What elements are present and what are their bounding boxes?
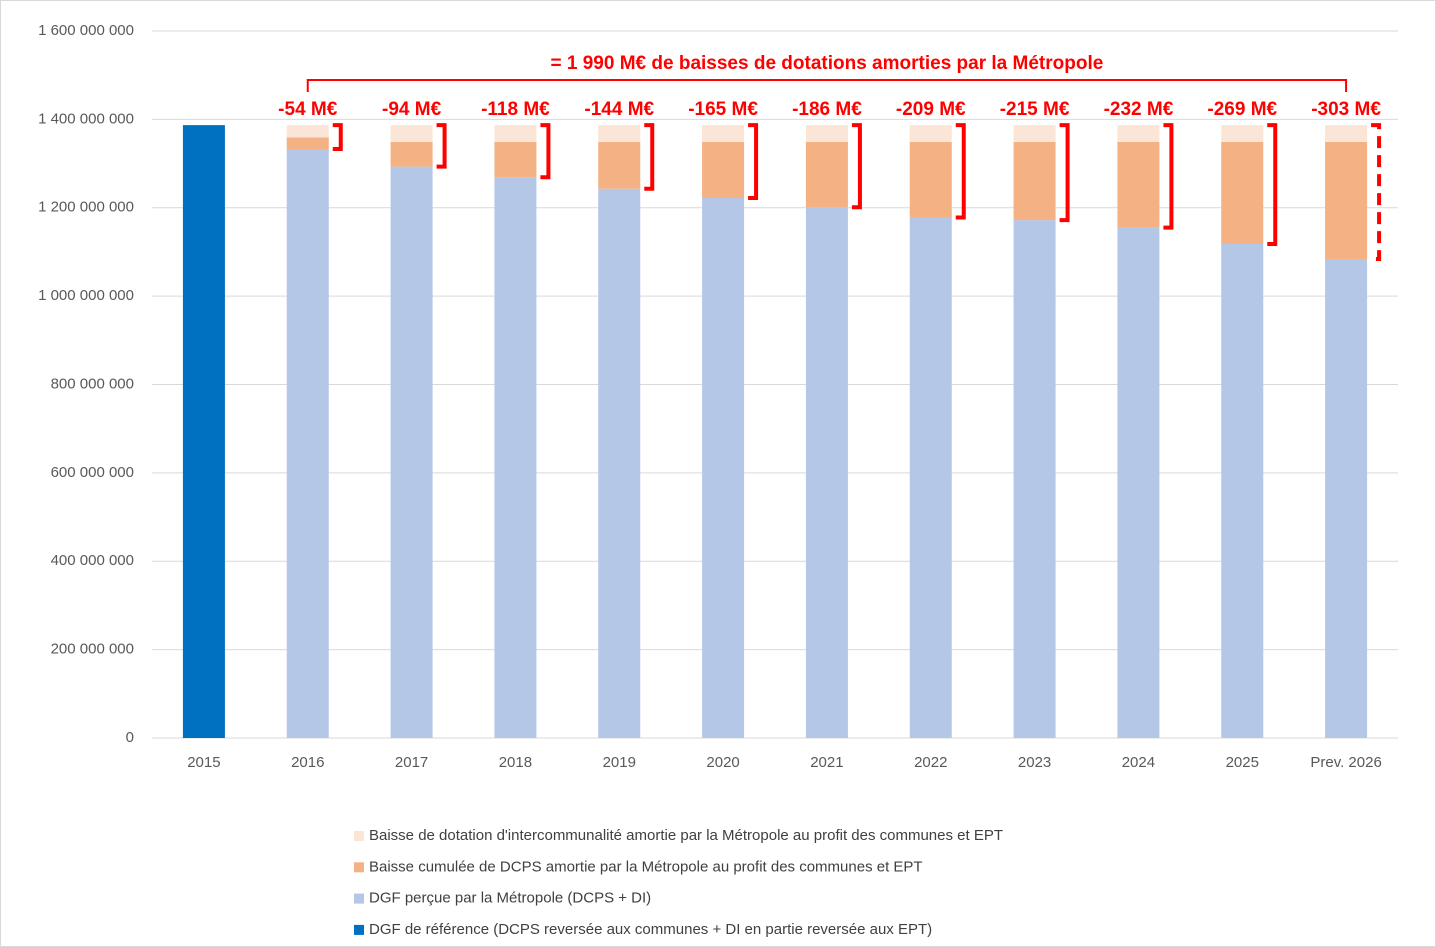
bracket	[1371, 123, 1382, 262]
bar-segment	[1117, 227, 1160, 738]
bar-segment	[494, 177, 537, 738]
x-tick-label: 2022	[914, 754, 947, 771]
x-tick-label: 2020	[706, 754, 739, 771]
bar-segment	[1117, 125, 1160, 142]
annotation: -144 M€	[584, 99, 654, 120]
bar-segment	[598, 125, 641, 142]
annotation: -165 M€	[688, 99, 758, 120]
x-tick-label: 2017	[395, 754, 428, 771]
x-tick-label: 2025	[1226, 754, 1259, 771]
bar-segment	[390, 141, 433, 167]
x-tick-label: 2018	[499, 754, 532, 771]
bar-segment	[494, 141, 537, 178]
bar-segment	[909, 217, 952, 738]
x-tick-label: 2019	[603, 754, 636, 771]
legend-label: DGF de référence (DCPS reversée aux comm…	[369, 921, 932, 938]
total-bracket	[306, 79, 1348, 92]
bar-segment	[909, 141, 952, 218]
bracket	[644, 123, 655, 191]
x-tick-label: 2015	[187, 754, 220, 771]
legend-swatch	[354, 862, 364, 873]
bar-segment	[805, 125, 848, 142]
annotation: -209 M€	[896, 99, 966, 120]
bar-segment	[1325, 259, 1368, 738]
bracket	[332, 123, 343, 151]
bracket	[540, 123, 551, 180]
total-annotation: = 1 990 M€ de baisses de dotations amort…	[551, 53, 1104, 74]
y-tick-label: 1 200 000 000	[38, 199, 134, 216]
x-tick-label: 2016	[291, 754, 324, 771]
legend-label: Baisse cumulée de DCPS amortie par la Mé…	[369, 858, 923, 875]
bar-segment	[909, 125, 952, 142]
legend-swatch	[354, 924, 364, 935]
bracket	[1059, 123, 1070, 223]
bar-segment	[805, 141, 848, 208]
legend-swatch	[354, 831, 364, 841]
bar-segment	[1221, 243, 1264, 738]
x-tick-label: Prev. 2026	[1310, 754, 1381, 771]
bar-segment	[182, 125, 225, 738]
bracket	[748, 123, 759, 201]
bar-segment	[1221, 125, 1264, 142]
bracket	[1163, 123, 1174, 230]
bar-segment	[1221, 141, 1264, 244]
annotation: -94 M€	[382, 99, 442, 120]
legend-label: DGF perçue par la Métropole (DCPS + DI)	[369, 890, 651, 907]
bar-segment	[805, 207, 848, 739]
bar-segment	[1325, 125, 1368, 142]
bar-segment	[598, 141, 641, 189]
legend-swatch	[354, 893, 364, 904]
bar-segment	[390, 166, 433, 738]
bracket	[955, 123, 966, 220]
bar-segment	[286, 137, 329, 149]
bar-segment	[1325, 141, 1368, 260]
bar-segment	[1013, 220, 1056, 738]
y-tick-label: 0	[126, 729, 134, 746]
x-tick-label: 2021	[810, 754, 843, 771]
bar-segment	[286, 148, 329, 739]
annotation: -186 M€	[792, 99, 862, 120]
bar-segment	[702, 141, 745, 199]
bracket	[851, 123, 862, 210]
bar-segment	[1013, 141, 1056, 221]
bar-segment	[1117, 141, 1160, 228]
bracket	[436, 123, 447, 169]
y-tick-label: 1 000 000 000	[38, 287, 134, 304]
bar-segment	[390, 125, 433, 142]
x-tick-label: 2023	[1018, 754, 1051, 771]
bar-segment	[702, 198, 745, 738]
annotation: -54 M€	[278, 99, 338, 120]
bar-segment	[1013, 125, 1056, 142]
annotation: -118 M€	[481, 99, 550, 120]
y-tick-label: 1 400 000 000	[38, 110, 134, 127]
y-tick-label: 200 000 000	[51, 641, 134, 658]
bar-segment	[494, 125, 537, 142]
legend-label: Baisse de dotation d'intercommunalité am…	[369, 827, 1003, 844]
y-tick-label: 1 600 000 000	[38, 22, 134, 39]
annotation: -303 M€	[1311, 99, 1381, 120]
annotation: -215 M€	[1000, 99, 1070, 120]
y-tick-label: 400 000 000	[51, 552, 134, 569]
bar-segment	[598, 188, 641, 738]
x-tick-label: 2024	[1122, 754, 1155, 771]
y-tick-label: 600 000 000	[51, 464, 134, 481]
bracket	[1267, 123, 1278, 246]
y-tick-label: 800 000 000	[51, 375, 134, 392]
annotation: -269 M€	[1207, 99, 1277, 120]
bar-segment	[286, 125, 329, 138]
annotation: -232 M€	[1104, 99, 1174, 120]
bar-segment	[702, 125, 745, 142]
